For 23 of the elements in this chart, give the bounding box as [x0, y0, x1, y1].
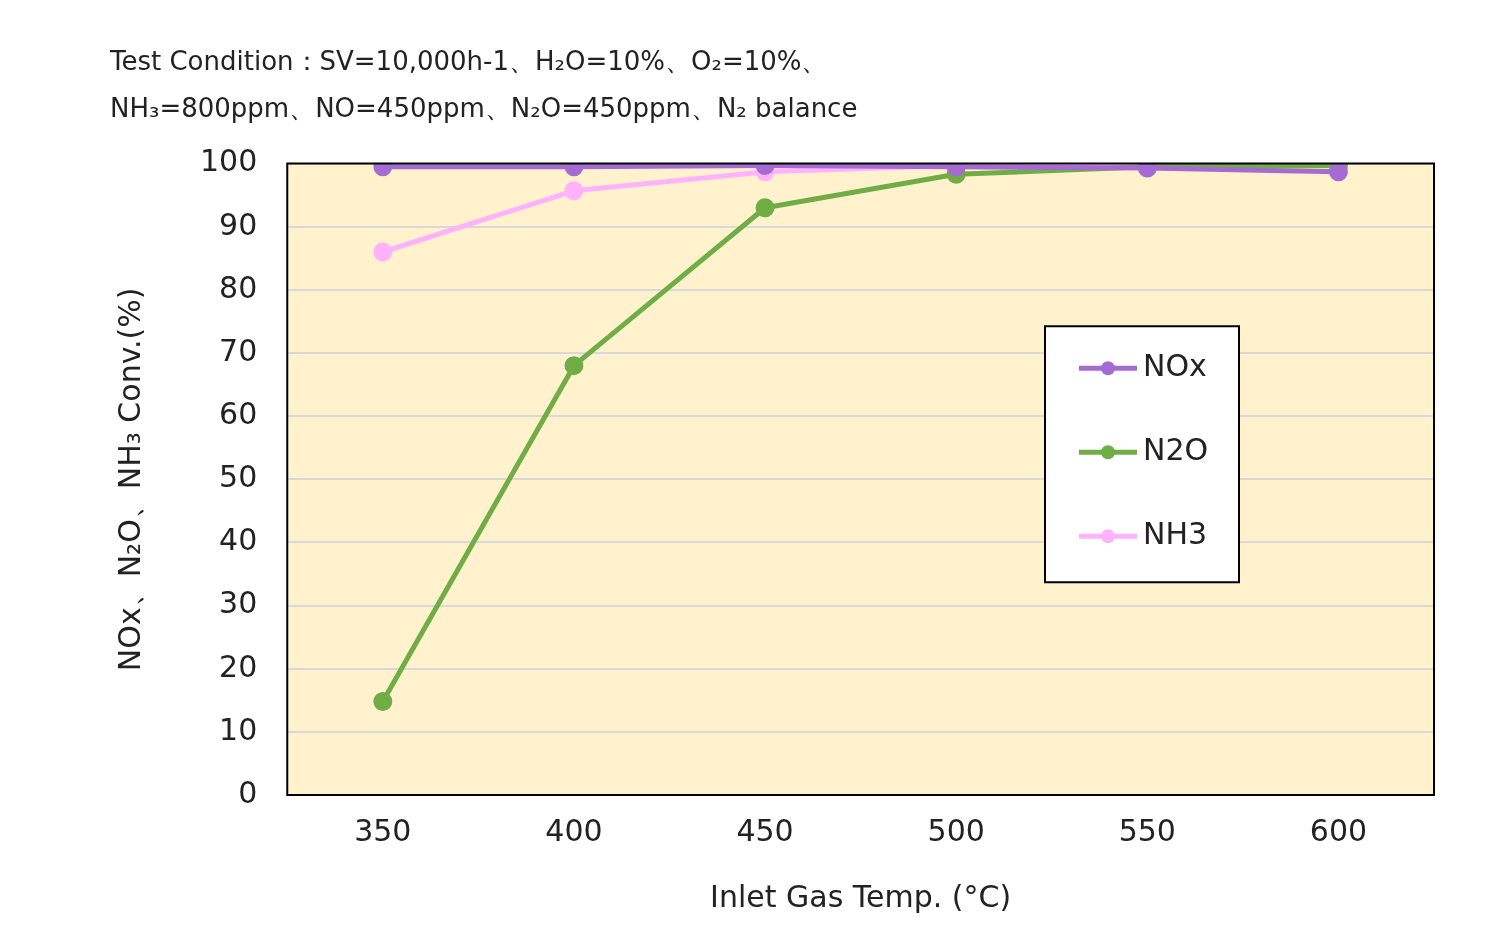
x-tick-label: 400 [545, 812, 603, 848]
x-tick-label: 450 [736, 812, 794, 848]
legend-label: NH3 [1143, 516, 1208, 552]
x-tick-label: 500 [927, 812, 985, 848]
y-tick-label: 60 [219, 395, 258, 431]
legend-label: N2O [1143, 432, 1209, 468]
x-tick-label: 350 [354, 812, 412, 848]
y-tick-label: 40 [219, 522, 258, 558]
chart-title: Test Condition：SV=10,000h-1、H₂O=10%、O₂=10%、 NH₃=800ppm、NO=450ppm、N₂O=450ppm、N₂ balance [109, 46, 858, 123]
y-tick-label: 90 [219, 206, 258, 242]
legend-label: NOx [1143, 348, 1207, 384]
y-axis-title: NOx、N₂O、NH₃ Conv.(%) [111, 287, 147, 672]
y-tick-label: 100 [200, 143, 258, 179]
x-tick-label: 600 [1309, 812, 1368, 848]
y-tick-label: 10 [219, 711, 258, 747]
y-tick-label: 30 [219, 585, 258, 621]
y-tick-label: 70 [219, 332, 258, 368]
x-tick-label: 550 [1118, 812, 1176, 848]
y-tick-label: 20 [219, 648, 258, 684]
y-tick-label: 50 [219, 459, 258, 495]
y-tick-label: 80 [219, 269, 258, 305]
y-tick-label: 0 [238, 774, 258, 810]
x-axis-title: Inlet Gas Temp. (°C) [710, 878, 1012, 914]
